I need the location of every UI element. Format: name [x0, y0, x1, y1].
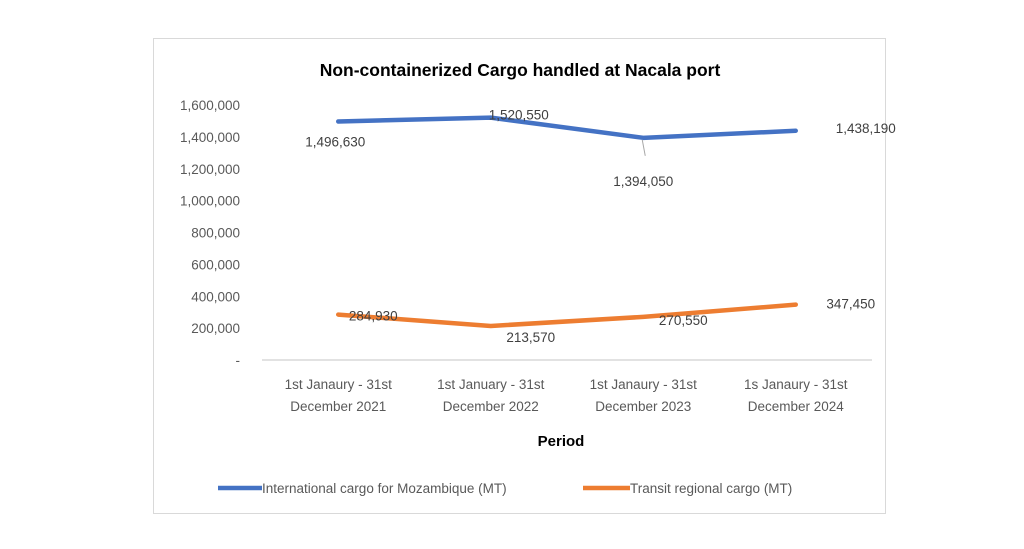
x-axis-categories: 1st Janaury - 31st December 2021 1st Janua… [285, 377, 848, 414]
data-label: 1,394,050 [613, 174, 673, 189]
y-tick-label: 1,000,000 [180, 194, 240, 209]
y-tick-label: 800,000 [191, 226, 240, 241]
y-tick-label: 1,400,000 [180, 130, 240, 145]
chart-title: Non-containerized Cargo handled at Nacal… [320, 60, 721, 80]
y-tick-label: 400,000 [191, 289, 240, 304]
legend-item: International cargo for Mozambique (MT) [218, 481, 507, 496]
data-label: 1,496,630 [305, 134, 365, 149]
legend-label: International cargo for Mozambique (MT) [262, 481, 507, 496]
data-label: 1,438,190 [836, 121, 896, 136]
y-axis-ticks: - 200,000 400,000 600,000 800,000 1,000,000 1,… [180, 98, 240, 368]
series-line-international [336, 115, 798, 141]
x-axis-title: Period [538, 433, 585, 450]
legend-label: Transit regional cargo (MT) [630, 481, 792, 496]
x-tick-label: 1st Janaury - 31st December 2023 [590, 377, 698, 414]
y-tick-label: 1,200,000 [180, 162, 240, 177]
y-tick-label: 1,600,000 [180, 98, 240, 113]
x-tick-label: 1s Janaury - 31st December 2024 [744, 377, 848, 414]
data-label: 347,450 [826, 297, 875, 312]
data-labels: 1,496,630 1,520,550 1,394,050 1,438,190 284,… [305, 108, 896, 345]
leader-line [641, 139, 646, 156]
x-tick-label: 1st Janaury - 31st December 2021 [285, 377, 393, 414]
legend-item: Transit regional cargo (MT) [583, 481, 792, 496]
data-label: 284,930 [349, 309, 398, 324]
y-tick-label: - [236, 353, 241, 368]
series-lines [336, 115, 798, 329]
series-line-transit [336, 302, 798, 329]
legend: International cargo for Mozambique (MT) T… [218, 481, 792, 496]
y-tick-label: 600,000 [191, 257, 240, 272]
chart-frame [153, 38, 886, 514]
data-label: 213,570 [506, 330, 555, 345]
y-tick-label: 200,000 [191, 321, 240, 336]
data-label: 1,520,550 [489, 108, 549, 123]
x-tick-label: 1st January - 31st December 2022 [437, 377, 545, 414]
data-label: 270,550 [659, 313, 708, 328]
